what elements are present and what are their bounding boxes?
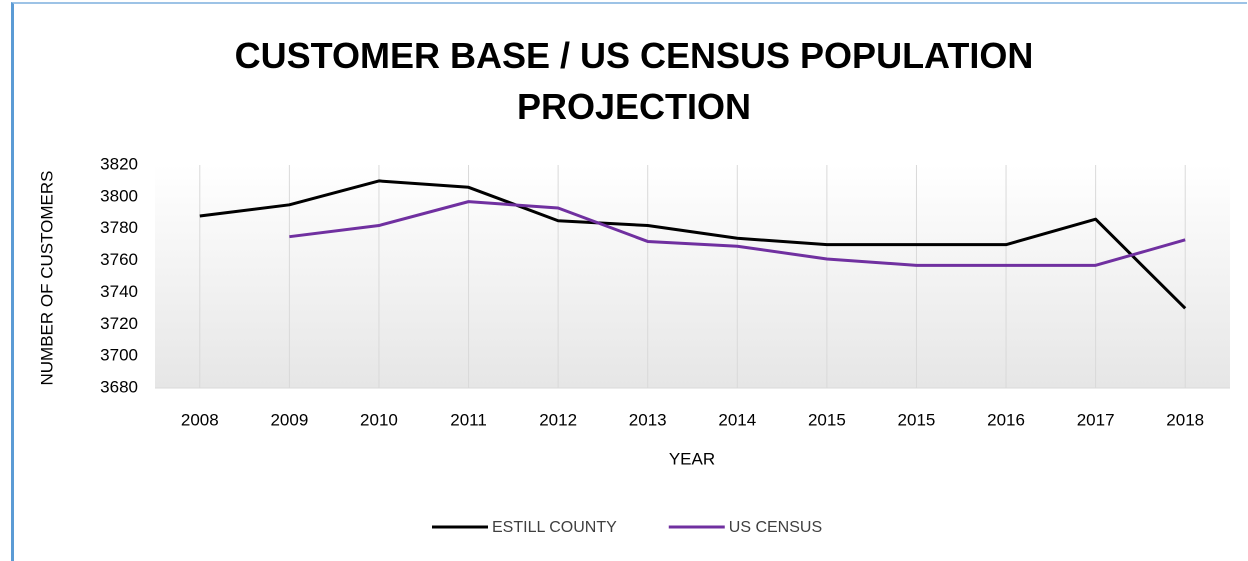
frame (11, 2, 1247, 561)
chart-title: CUSTOMER BASE / US CENSUS POPULATION PRO… (234, 35, 1034, 127)
y-tick-label: 3740 (100, 282, 138, 301)
x-tick-label: 2017 (1077, 410, 1115, 429)
plot-area (155, 165, 1230, 388)
x-axis-label: YEAR (669, 449, 715, 468)
legend-label: ESTILL COUNTY (492, 519, 617, 536)
y-axis-label: NUMBER OF CUSTOMERS (37, 170, 56, 385)
x-tick-label: 2010 (360, 410, 398, 429)
legend-label: US CENSUS (729, 519, 822, 536)
x-tick-label: 2009 (270, 410, 308, 429)
x-tick-label: 2016 (987, 410, 1025, 429)
x-tick-label: 2014 (718, 410, 756, 429)
y-tick-label: 3760 (100, 250, 138, 269)
x-tick-label: 2018 (1166, 410, 1204, 429)
y-tick-label: 3680 (100, 377, 138, 396)
legend: ESTILL COUNTY US CENSUS (432, 519, 822, 536)
x-tick-label: 2012 (539, 410, 577, 429)
y-tick-label: 3780 (100, 218, 138, 237)
x-tick-label: 2011 (450, 410, 487, 429)
y-tick-label: 3720 (100, 314, 138, 333)
x-tick-label: 2015 (808, 410, 846, 429)
x-tick-label: 2008 (181, 410, 219, 429)
y-tick-label: 3820 (100, 154, 138, 173)
line-series (199, 179, 1187, 310)
y-tick-label: 3800 (100, 186, 138, 205)
line-series (289, 200, 1186, 267)
x-tick-label: 2015 (898, 410, 936, 429)
x-tick-label: 2013 (629, 410, 667, 429)
y-tick-label: 3700 (100, 346, 138, 365)
